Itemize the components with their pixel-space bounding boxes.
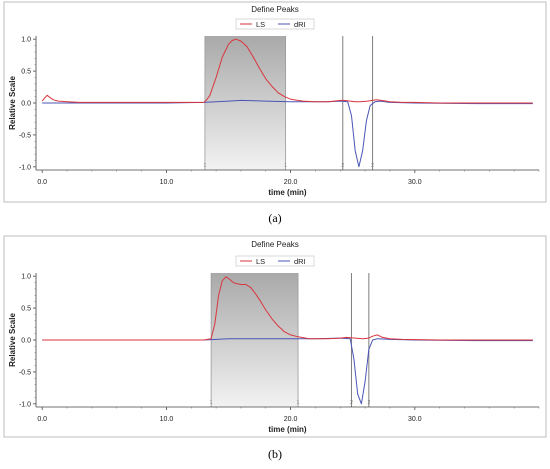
y-axis-title: Relative Scale [8,313,17,367]
x-tick-label: 10.0 [160,179,174,186]
x-tick-label: 0.0 [37,416,47,423]
chart-panel: Define Peaks LS dRI 1 1 2 2 1.0 0.5 0.0 -0.5 -1.0 0.… [3,1,547,225]
series-line-ls [41,38,533,104]
y-tick-label: 0.0 [21,101,31,108]
series-line-dri [42,99,533,168]
y-tick-label: -0.5 [19,132,31,139]
series-line-dri [42,337,533,405]
peak-marker-label: 1 [284,163,287,169]
series-line-ls [42,276,533,341]
legend-label: dRI [294,257,306,266]
peak-marker-label: 2 [341,163,344,169]
legend-box [235,255,315,267]
legend-label: LS [256,20,265,29]
peak-region-shade [204,36,286,170]
chart-title: Define Peaks [251,240,299,249]
chart-title: Define Peaks [251,5,299,14]
peak-marker-label: 2 [371,163,374,169]
x-axis-title: time (min) [268,188,307,197]
peak-marker-label: 1 [204,163,207,169]
x-tick-label: 0.0 [37,179,47,186]
y-tick-label: -1.0 [19,401,31,408]
peak-marker-label: 1 [297,400,300,406]
peak-marker-label: 2 [350,400,353,406]
y-axis-title: Relative Scale [8,76,17,130]
y-tick-label: -1.0 [19,164,31,171]
peak-marker-label: 2 [367,400,370,406]
chart-panel: Define Peaks LS dRI 1 1 2 2 1.0 0.5 0.0 -0.5 -1.0 0.… [3,235,547,461]
y-tick-label: 0.5 [21,69,31,76]
y-tick-label: 0.5 [21,306,31,313]
x-tick-label: 10.0 [160,416,174,423]
legend: LS dRI [235,18,315,30]
y-tick-label: 1.0 [21,274,31,281]
x-tick-label: 20.0 [284,179,298,186]
x-axis-title: time (min) [268,425,307,434]
legend-box [235,18,315,30]
y-tick-label: 0.0 [21,338,31,345]
x-tick-label: 20.0 [284,416,298,423]
y-tick-label: -0.5 [19,369,31,376]
peak-marker-label: 1 [210,400,213,406]
peak-region-shade [211,273,299,407]
panel-caption: (b) [268,447,282,461]
legend: LS dRI [235,255,315,267]
legend-label: dRI [294,20,306,29]
y-tick-label: 1.0 [21,37,31,44]
x-tick-label: 30.0 [408,179,422,186]
legend-label: LS [256,257,265,266]
x-tick-label: 30.0 [408,416,422,423]
panel-caption: (a) [268,211,281,225]
